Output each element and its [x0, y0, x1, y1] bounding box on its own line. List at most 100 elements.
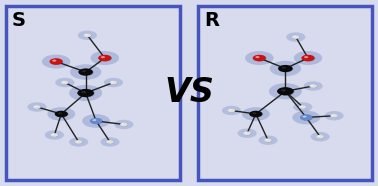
Circle shape [122, 123, 124, 125]
Circle shape [75, 140, 82, 144]
Circle shape [42, 54, 70, 69]
Circle shape [82, 114, 110, 128]
Circle shape [120, 123, 128, 126]
Circle shape [304, 81, 323, 91]
Circle shape [292, 35, 300, 39]
Circle shape [228, 109, 235, 113]
Circle shape [61, 81, 69, 85]
Circle shape [243, 132, 251, 135]
Circle shape [292, 35, 300, 39]
Circle shape [309, 84, 317, 88]
Circle shape [286, 32, 305, 42]
Circle shape [78, 31, 97, 40]
Circle shape [301, 55, 314, 61]
Circle shape [120, 123, 128, 126]
Text: R: R [204, 11, 219, 30]
Circle shape [78, 89, 94, 97]
Circle shape [294, 51, 322, 65]
Circle shape [278, 87, 294, 96]
Circle shape [101, 137, 119, 147]
Circle shape [301, 106, 303, 107]
Circle shape [51, 133, 59, 137]
Circle shape [250, 111, 263, 118]
Circle shape [318, 136, 320, 137]
FancyBboxPatch shape [6, 6, 180, 180]
Circle shape [332, 115, 334, 116]
Circle shape [107, 140, 114, 144]
Circle shape [101, 56, 105, 58]
Circle shape [264, 138, 272, 142]
Text: VS: VS [164, 76, 214, 110]
Circle shape [90, 118, 103, 124]
Circle shape [277, 87, 294, 95]
Circle shape [55, 111, 68, 117]
Circle shape [279, 65, 293, 72]
Circle shape [35, 106, 37, 107]
Circle shape [299, 105, 307, 109]
Circle shape [90, 118, 102, 124]
FancyBboxPatch shape [198, 6, 372, 180]
Circle shape [228, 109, 235, 112]
Circle shape [108, 141, 110, 142]
Circle shape [62, 81, 65, 83]
Circle shape [302, 55, 315, 62]
Circle shape [269, 83, 302, 99]
Circle shape [50, 58, 63, 65]
Circle shape [299, 105, 307, 109]
Circle shape [249, 111, 262, 117]
Circle shape [242, 107, 270, 121]
Circle shape [47, 107, 75, 121]
Circle shape [50, 59, 63, 65]
Circle shape [302, 116, 307, 118]
Circle shape [27, 102, 46, 112]
Circle shape [317, 135, 324, 139]
Circle shape [324, 111, 344, 121]
Circle shape [45, 130, 64, 140]
Circle shape [78, 68, 93, 76]
Circle shape [266, 139, 268, 140]
Circle shape [69, 137, 88, 147]
Circle shape [300, 114, 313, 121]
Circle shape [110, 81, 118, 85]
Circle shape [84, 33, 91, 37]
Circle shape [311, 85, 313, 86]
Circle shape [82, 70, 86, 72]
Circle shape [84, 33, 91, 37]
Circle shape [253, 55, 266, 62]
Circle shape [311, 132, 330, 141]
Circle shape [51, 133, 58, 137]
Circle shape [75, 140, 83, 144]
Circle shape [278, 65, 293, 72]
Circle shape [58, 112, 62, 114]
Circle shape [253, 55, 266, 61]
Circle shape [301, 115, 313, 121]
Circle shape [106, 140, 114, 144]
Circle shape [111, 81, 114, 83]
Circle shape [265, 138, 272, 142]
Circle shape [293, 102, 312, 112]
Circle shape [110, 81, 117, 84]
Circle shape [52, 134, 54, 135]
Circle shape [92, 119, 96, 121]
Circle shape [237, 129, 257, 138]
Circle shape [259, 135, 277, 145]
Circle shape [245, 51, 274, 65]
Circle shape [90, 51, 119, 65]
Circle shape [330, 114, 338, 118]
Circle shape [69, 85, 102, 101]
Circle shape [76, 141, 79, 142]
Circle shape [82, 91, 86, 93]
Circle shape [256, 56, 260, 58]
Circle shape [99, 55, 112, 62]
Circle shape [330, 114, 338, 118]
Circle shape [98, 55, 112, 61]
Circle shape [281, 89, 286, 92]
Circle shape [282, 67, 286, 69]
Circle shape [222, 106, 241, 115]
Circle shape [310, 84, 318, 88]
Circle shape [104, 78, 123, 87]
Circle shape [33, 105, 41, 109]
Circle shape [77, 89, 94, 97]
Circle shape [270, 61, 301, 76]
Circle shape [245, 132, 247, 133]
